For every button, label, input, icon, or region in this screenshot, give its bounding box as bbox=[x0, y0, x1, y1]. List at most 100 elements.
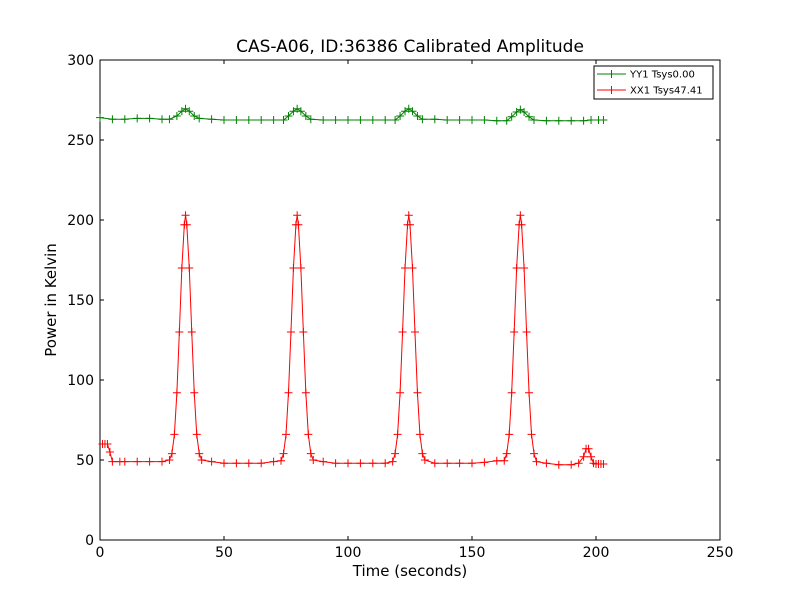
data-point bbox=[187, 328, 196, 336]
data-point bbox=[381, 459, 390, 468]
data-point bbox=[517, 220, 526, 229]
legend-frame bbox=[593, 65, 714, 100]
data-point bbox=[181, 211, 190, 220]
data-point bbox=[269, 457, 278, 466]
data-point bbox=[356, 459, 365, 468]
y-tick-label: 300 bbox=[67, 53, 94, 69]
data-point bbox=[279, 116, 288, 124]
data-point bbox=[165, 456, 174, 464]
data-point bbox=[304, 430, 313, 439]
data-point bbox=[279, 449, 288, 458]
data-point bbox=[207, 115, 216, 124]
data-point bbox=[190, 388, 199, 397]
y-tick-label: 200 bbox=[67, 213, 94, 229]
data-point bbox=[96, 113, 104, 122]
data-point bbox=[520, 108, 529, 116]
data-point bbox=[244, 459, 253, 468]
data-point bbox=[404, 211, 413, 220]
data-point bbox=[105, 448, 114, 456]
x-tick-label: 0 bbox=[96, 545, 105, 561]
y-tick-label: 100 bbox=[67, 373, 94, 389]
data-point bbox=[269, 116, 278, 124]
legend: YY1 Tsys0.00 XX1 Tsys47.41 bbox=[593, 65, 714, 100]
data-point bbox=[133, 457, 142, 466]
data-point bbox=[368, 459, 377, 468]
data-point bbox=[257, 459, 266, 468]
data-point bbox=[522, 328, 531, 336]
data-point bbox=[306, 115, 315, 124]
data-point bbox=[420, 456, 429, 464]
data-point bbox=[468, 116, 476, 124]
data-point bbox=[455, 116, 464, 124]
data-point bbox=[391, 116, 400, 124]
data-point bbox=[232, 459, 241, 468]
data-point bbox=[455, 459, 464, 468]
data-point bbox=[232, 116, 241, 124]
data-point bbox=[120, 115, 129, 124]
data-point bbox=[507, 112, 516, 121]
data-point bbox=[158, 115, 166, 124]
data-point bbox=[108, 457, 117, 466]
y-tick-label: 0 bbox=[85, 533, 94, 549]
data-point bbox=[277, 456, 286, 465]
data-point bbox=[381, 116, 390, 124]
data-point bbox=[393, 430, 402, 439]
data-point bbox=[599, 116, 608, 124]
data-point bbox=[567, 116, 576, 125]
data-point bbox=[525, 388, 534, 397]
data-point bbox=[554, 116, 563, 125]
data-point bbox=[516, 211, 525, 220]
data-point bbox=[175, 328, 184, 336]
data-point bbox=[408, 107, 417, 116]
data-point bbox=[415, 430, 424, 439]
data-point bbox=[599, 460, 608, 468]
x-tick-label: 150 bbox=[459, 545, 486, 561]
data-point bbox=[177, 264, 186, 272]
data-point bbox=[430, 115, 439, 124]
series-0 bbox=[96, 104, 608, 125]
data-point bbox=[296, 264, 305, 272]
data-point bbox=[301, 112, 310, 120]
legend-label-yy1: YY1 Tsys0.00 bbox=[629, 70, 695, 81]
data-point bbox=[406, 220, 414, 229]
data-point bbox=[344, 116, 352, 124]
data-point bbox=[133, 114, 142, 123]
data-point bbox=[185, 264, 194, 272]
ticks: 0 50 100 150 200 250 0 50 100 150 200 250 300 bbox=[67, 53, 733, 561]
data-point bbox=[388, 457, 397, 466]
data-point bbox=[410, 328, 419, 336]
data-point bbox=[542, 459, 551, 468]
data-point bbox=[510, 328, 519, 336]
x-tick-label: 50 bbox=[215, 545, 233, 561]
data-point bbox=[120, 457, 129, 466]
data-point bbox=[220, 459, 228, 468]
axes bbox=[99, 59, 721, 541]
data-point bbox=[391, 449, 400, 458]
data-point bbox=[220, 116, 228, 124]
data-point bbox=[145, 114, 154, 123]
data-point bbox=[172, 388, 181, 397]
data-point bbox=[502, 116, 511, 125]
data-point bbox=[530, 116, 538, 124]
data-point bbox=[197, 456, 206, 464]
data-point bbox=[443, 116, 452, 124]
data-point bbox=[505, 430, 514, 439]
data-point bbox=[293, 211, 302, 220]
data-point bbox=[331, 459, 340, 468]
data-point bbox=[284, 112, 293, 120]
data-point bbox=[584, 444, 593, 453]
data-point bbox=[418, 115, 427, 124]
data-point bbox=[413, 388, 422, 397]
legend-label-xx1: XX1 Tsys47.41 bbox=[630, 86, 703, 97]
data-point bbox=[587, 116, 596, 124]
data-point bbox=[579, 116, 588, 125]
data-point bbox=[567, 460, 576, 469]
data-point bbox=[190, 112, 199, 120]
chart-title: CAS-A06, ID:36386 Calibrated Amplitude bbox=[236, 37, 584, 57]
data-point bbox=[492, 456, 501, 465]
x-axis-label: Time (seconds) bbox=[352, 562, 468, 580]
data-point bbox=[480, 458, 489, 467]
data-point bbox=[512, 264, 521, 272]
